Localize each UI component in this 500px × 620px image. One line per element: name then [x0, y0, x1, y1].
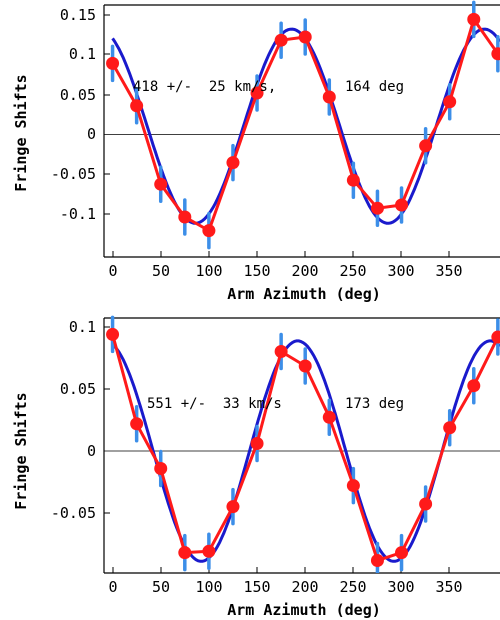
chart-panel-bottom: 0.1 0.05 0 -0.05 0 50 100 150 200 250 30…: [12, 315, 500, 619]
data-point: [346, 479, 360, 493]
data-point: [178, 210, 192, 224]
y-axis-label-bottom: Fringe Shifts: [12, 392, 30, 509]
x-tick-label: 200: [291, 262, 318, 280]
direction-annotation-top: 164 deg: [345, 79, 404, 95]
fit-curve: [111, 27, 500, 225]
data-point: [443, 95, 457, 109]
data-point: [419, 139, 433, 153]
data-point: [106, 327, 120, 341]
data-point: [154, 177, 168, 191]
x-tick-label: 50: [152, 262, 170, 280]
data-point: [346, 173, 360, 187]
data-point: [298, 30, 312, 44]
data-point: [202, 544, 216, 558]
x-tick-label: 350: [435, 578, 462, 596]
x-tick-label: 300: [387, 262, 414, 280]
plot-frame-top: [103, 4, 500, 258]
data-point: [154, 462, 168, 476]
x-tick-label: 100: [195, 262, 222, 280]
x-axis-label-top: Arm Azimuth (deg): [227, 285, 381, 303]
x-tick-labels-top: 0 50 100 150 200 250 300 350: [108, 262, 462, 280]
x-tick-labels-bottom: 0 50 100 150 200 250 300 350: [108, 578, 462, 596]
data-points-top: [106, 12, 500, 238]
x-tick-label: 300: [387, 578, 414, 596]
data-point: [491, 330, 500, 344]
y-tick-label: 0.05: [60, 86, 96, 104]
x-tick-label: 0: [108, 578, 117, 596]
y-ticks-top: [104, 14, 110, 215]
data-point: [226, 500, 240, 514]
data-point: [130, 99, 144, 113]
x-tick-label: 150: [243, 262, 270, 280]
error-bars-bottom: [110, 315, 500, 573]
data-point: [130, 417, 144, 431]
y-ticks-bottom: [104, 326, 110, 514]
data-point: [467, 379, 481, 393]
data-point: [106, 56, 120, 70]
y-tick-label: 0.1: [69, 318, 96, 336]
plot-frame-bottom: [103, 317, 500, 574]
y-tick-label: -0.05: [51, 165, 96, 183]
data-point: [419, 497, 433, 511]
x-ticks-top: [112, 251, 450, 257]
data-point: [370, 554, 384, 568]
data-point: [250, 437, 264, 451]
data-point: [491, 47, 500, 61]
x-tick-label: 200: [291, 578, 318, 596]
data-point: [322, 410, 336, 424]
data-point: [443, 421, 457, 435]
data-point: [298, 359, 312, 373]
fit-curve-top: [111, 27, 500, 225]
x-tick-label: 0: [108, 262, 117, 280]
x-tick-label: 100: [195, 578, 222, 596]
x-tick-label: 350: [435, 262, 462, 280]
y-tick-label: 0.05: [60, 380, 96, 398]
x-tick-label: 50: [152, 578, 170, 596]
data-point: [250, 86, 264, 100]
data-point: [178, 546, 192, 560]
y-tick-label: 0.1: [69, 45, 96, 63]
data-point: [322, 90, 336, 104]
x-tick-label: 250: [339, 578, 366, 596]
data-point: [226, 156, 240, 170]
chart-panel-top: 0.15 0.1 0.05 0 -0.05 -0.1 0 50 100 150 …: [12, 0, 500, 303]
y-axis-label-top: Fringe Shifts: [12, 74, 30, 191]
data-point: [202, 224, 216, 238]
data-point: [274, 345, 288, 359]
y-tick-label: 0.15: [60, 6, 96, 24]
y-tick-labels-top: 0.15 0.1 0.05 0 -0.05 -0.1: [51, 6, 96, 223]
data-point: [395, 546, 409, 560]
data-point: [274, 33, 288, 47]
direction-annotation-bottom: 173 deg: [345, 396, 404, 412]
y-tick-label: -0.1: [60, 205, 96, 223]
y-tick-labels-bottom: 0.1 0.05 0 -0.05: [51, 318, 96, 522]
x-tick-label: 250: [339, 262, 366, 280]
data-points-bottom: [106, 327, 500, 568]
x-tick-label: 150: [243, 578, 270, 596]
data-point: [467, 12, 481, 26]
y-tick-label: -0.05: [51, 504, 96, 522]
y-tick-label: 0: [87, 442, 96, 460]
speed-annotation-top: 418 +/- 25 km/s,: [133, 79, 276, 95]
data-point: [370, 201, 384, 215]
data-point: [395, 198, 409, 212]
speed-annotation-bottom: 551 +/- 33 km/s: [147, 396, 282, 412]
x-axis-label-bottom: Arm Azimuth (deg): [227, 601, 381, 619]
x-ticks-bottom: [112, 567, 450, 573]
y-tick-label: 0: [87, 125, 96, 143]
